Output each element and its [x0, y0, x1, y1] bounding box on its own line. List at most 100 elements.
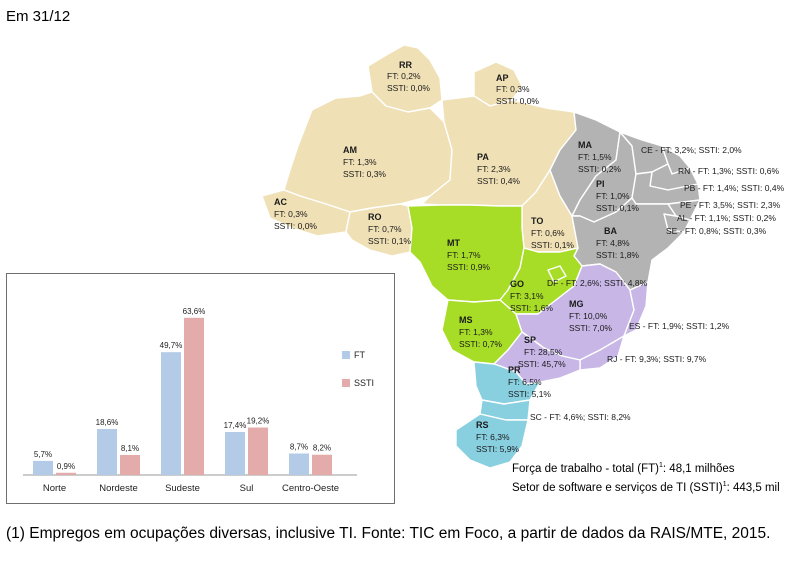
svg-text:SSTI: 0,2%: SSTI: 0,2% [578, 164, 621, 174]
label-sp: SP FT: 28,5% SSTI: 45,7% [518, 335, 566, 369]
data-label-ft-3: 17,4% [224, 421, 247, 430]
state-rs[interactable] [455, 413, 529, 469]
label-df: DF - FT: 2,6%; SSTI: 4,8% [547, 278, 648, 288]
svg-text:SP: SP [524, 335, 536, 345]
label-ce: CE - FT: 3,2%; SSTI: 2,0% [641, 145, 742, 155]
svg-text:FT: 0,3%: FT: 0,3% [496, 84, 530, 94]
inline-labels: CE - FT: 3,2%; SSTI: 2,0% RN - FT: 1,3%;… [530, 145, 785, 422]
data-label-ssti-2: 63,6% [183, 307, 206, 316]
label-ac: AC FT: 0,3% SSTI: 0,0% [274, 197, 317, 231]
svg-text:TO: TO [531, 216, 543, 226]
data-label-ssti-0: 0,9% [57, 462, 75, 471]
label-ro: RO FT: 0,7% SSTI: 0,1% [368, 212, 411, 246]
label-go: GO FT: 3,1% SSTI: 1,6% [510, 279, 553, 313]
svg-text:FT: 6,3%: FT: 6,3% [476, 432, 510, 442]
svg-text:PR: PR [508, 365, 521, 375]
label-mg: MG FT: 10,0% SSTI: 7,0% [569, 299, 612, 333]
svg-text:PA: PA [477, 152, 489, 162]
bar-ssti-1 [120, 454, 140, 475]
svg-text:FT: 0,6%: FT: 0,6% [531, 228, 565, 238]
svg-text:SSTI: 1,8%: SSTI: 1,8% [596, 250, 639, 260]
data-label-ft-1: 18,6% [96, 418, 119, 427]
label-sc: SC - FT: 4,6%; SSTI: 8,2% [530, 412, 631, 422]
svg-text:SSTI: 5,9%: SSTI: 5,9% [476, 444, 519, 454]
data-label-ssti-1: 8,1% [121, 444, 139, 453]
svg-text:MT: MT [447, 238, 460, 248]
footnote: (1) Empregos em ocupações diversas, incl… [6, 525, 771, 542]
svg-text:FT: 6,5%: FT: 6,5% [508, 377, 542, 387]
regional-bar-chart: 5,7% 0,9% Norte 18,6% 8,1% Nordeste 49,7% 63,6%… [6, 273, 395, 504]
svg-text:SSTI: 0,4%: SSTI: 0,4% [477, 176, 520, 186]
label-pb: PB - FT: 1,4%; SSTI: 0,4% [684, 183, 785, 193]
state-df[interactable] [547, 265, 567, 283]
svg-text:MS: MS [459, 315, 473, 325]
svg-text:SSTI: 0,9%: SSTI: 0,9% [447, 262, 490, 272]
legend-swatch-ft [342, 351, 350, 359]
svg-text:SSTI: 0,0%: SSTI: 0,0% [387, 83, 430, 93]
svg-text:FT: 0,2%: FT: 0,2% [387, 71, 421, 81]
svg-text:FT: 28,5%: FT: 28,5% [524, 347, 563, 357]
data-label-ssti-3: 19,2% [247, 417, 270, 426]
label-pa: PA FT: 2,3% SSTI: 0,4% [477, 152, 520, 186]
label-pr: PR FT: 6,5% SSTI: 5,1% [508, 365, 551, 399]
category-label-1: Nordeste [99, 483, 138, 494]
state-pr[interactable] [473, 361, 541, 405]
label-al: AL - FT: 1,1%; SSTI: 0,2% [677, 213, 776, 223]
svg-text:FT: 1,3%: FT: 1,3% [343, 157, 377, 167]
category-label-3: Sul [240, 483, 254, 494]
bar-ssti-2 [184, 317, 204, 475]
svg-text:FT: 1,7%: FT: 1,7% [447, 250, 481, 260]
bar-ssti-0 [56, 472, 76, 475]
label-rn: RN - FT: 1,3%; SSTI: 0,6% [678, 166, 780, 176]
svg-text:SSTI: 7,0%: SSTI: 7,0% [569, 323, 612, 333]
data-label-ft-4: 8,7% [290, 442, 308, 451]
svg-text:AP: AP [496, 73, 509, 83]
svg-text:PI: PI [596, 179, 605, 189]
svg-text:RS: RS [476, 420, 489, 430]
svg-text:FT: 1,0%: FT: 1,0% [596, 191, 630, 201]
data-label-ft-2: 49,7% [160, 341, 183, 350]
svg-text:SSTI: 0,1%: SSTI: 0,1% [368, 236, 411, 246]
svg-text:SSTI: 0,7%: SSTI: 0,7% [459, 339, 502, 349]
svg-text:FT: 10,0%: FT: 10,0% [569, 311, 608, 321]
bar-ssti-4 [312, 454, 332, 475]
bar-chart-svg: 5,7% 0,9% Norte 18,6% 8,1% Nordeste 49,7% 63,6%… [23, 307, 374, 494]
state-am[interactable] [283, 91, 453, 213]
legend-label-ssti: SSTI [354, 378, 374, 388]
label-ba: BA FT: 4,8% SSTI: 1,8% [596, 226, 639, 260]
label-ma: MA FT: 1,5% SSTI: 0,2% [578, 140, 621, 174]
label-rj: RJ - FT: 9,3%; SSTI: 9,7% [607, 354, 707, 364]
svg-text:FT: 0,3%: FT: 0,3% [274, 209, 308, 219]
label-mt: MT FT: 1,7% SSTI: 0,9% [447, 238, 490, 272]
svg-text:SSTI: 0,0%: SSTI: 0,0% [274, 221, 317, 231]
svg-text:SSTI: 0,1%: SSTI: 0,1% [531, 240, 574, 250]
category-label-2: Sudeste [165, 483, 200, 494]
svg-text:SSTI: 45,7%: SSTI: 45,7% [518, 359, 566, 369]
bar-ft-1 [97, 429, 117, 475]
category-label-0: Norte [43, 483, 66, 494]
svg-text:AC: AC [274, 197, 287, 207]
label-rs: RS FT: 6,3% SSTI: 5,9% [476, 420, 519, 454]
date-label: Em 31/12 [6, 8, 71, 25]
svg-text:SSTI: 1,6%: SSTI: 1,6% [510, 303, 553, 313]
svg-text:FT: 0,7%: FT: 0,7% [368, 224, 402, 234]
category-label-4: Centro-Oeste [282, 483, 339, 494]
total-ssti: Setor de software e serviços de TI (SSTI… [512, 480, 780, 494]
svg-text:MG: MG [569, 299, 584, 309]
svg-text:FT: 1,5%: FT: 1,5% [578, 152, 612, 162]
data-label-ssti-4: 8,2% [313, 444, 331, 453]
label-pi: PI FT: 1,0% SSTI: 0,1% [596, 179, 639, 213]
totals-block: Força de trabalho - total (FT)1: 48,1 mi… [512, 458, 780, 496]
label-to: TO FT: 0,6% SSTI: 0,1% [531, 216, 574, 250]
svg-text:BA: BA [604, 226, 617, 236]
state-es[interactable] [623, 281, 649, 337]
svg-text:FT: 4,8%: FT: 4,8% [596, 238, 630, 248]
svg-text:GO: GO [510, 279, 524, 289]
bar-ft-3 [225, 431, 245, 475]
bar-ft-2 [161, 352, 181, 475]
svg-text:SSTI: 0,1%: SSTI: 0,1% [596, 203, 639, 213]
label-es: ES - FT: 1,9%; SSTI: 1,2% [629, 321, 730, 331]
data-label-ft-0: 5,7% [34, 450, 52, 459]
label-se: SE - FT: 0,8%; SSTI: 0,3% [666, 226, 767, 236]
